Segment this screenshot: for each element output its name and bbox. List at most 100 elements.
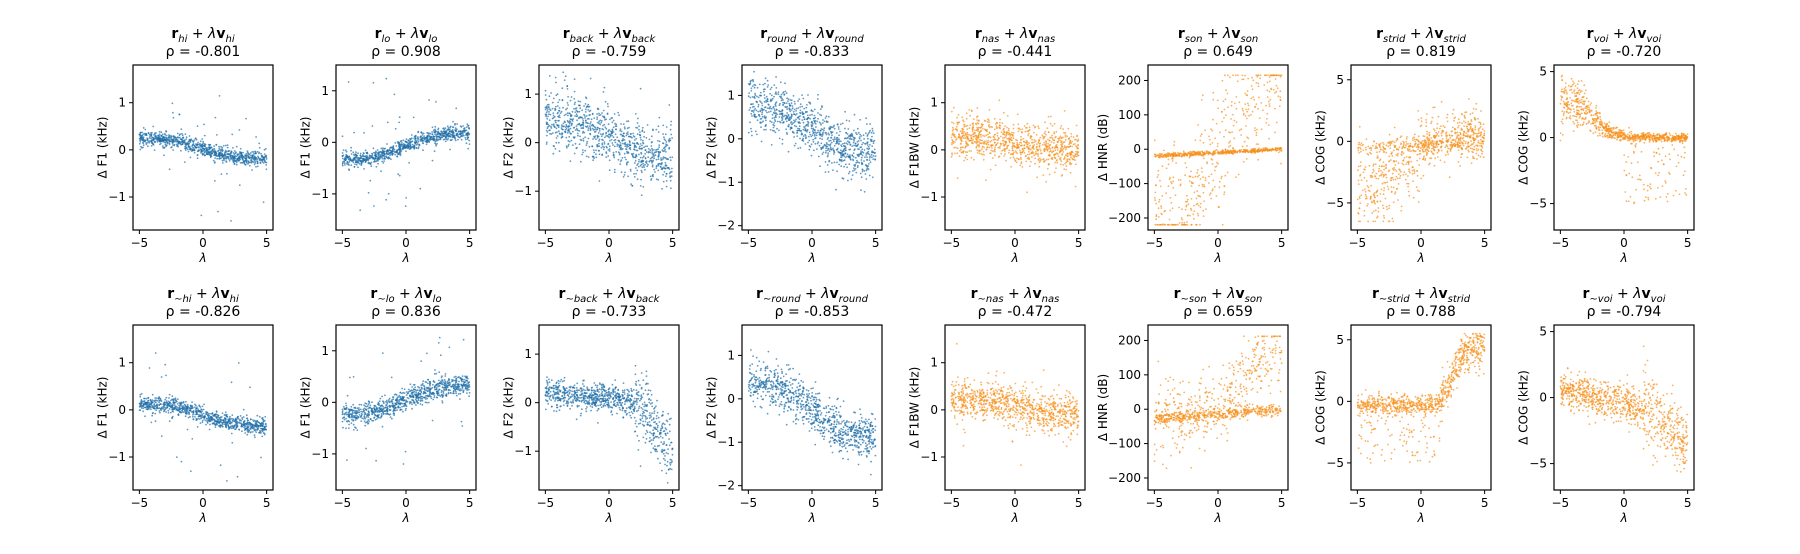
scatter-point	[811, 134, 814, 137]
scatter-point	[779, 95, 781, 98]
scatter-point	[164, 133, 167, 136]
scatter-point	[1021, 128, 1024, 131]
scatter-point	[751, 115, 753, 117]
scatter-point	[1028, 126, 1031, 129]
scatter-point	[828, 140, 830, 142]
scatter-point	[793, 132, 795, 134]
scatter-point	[972, 126, 974, 129]
scatter-point	[1047, 131, 1050, 134]
scatter-point	[624, 141, 627, 144]
scatter-point	[753, 96, 755, 98]
scatter-point	[655, 178, 658, 181]
scatter-point	[1000, 142, 1002, 145]
scatter-point	[1001, 149, 1004, 152]
scatter-point	[603, 123, 606, 126]
scatter-point	[1051, 151, 1053, 154]
scatter-point	[991, 126, 994, 129]
scatter-point	[181, 140, 183, 142]
scatter-point	[545, 141, 548, 144]
scatter-point	[647, 148, 650, 150]
scatter-point	[782, 101, 784, 104]
scatter-point	[952, 140, 954, 143]
scatter-point	[623, 139, 626, 141]
scatter-point	[868, 159, 871, 162]
scatter-point	[858, 137, 861, 140]
scatter-point	[625, 132, 628, 135]
scatter-point	[431, 131, 433, 133]
scatter-point	[553, 115, 556, 118]
scatter-point	[598, 138, 601, 141]
scatter-point	[784, 82, 786, 85]
scatter-point	[643, 135, 645, 138]
scatter-point	[603, 141, 606, 144]
scatter-point	[821, 128, 824, 131]
scatter-point	[595, 153, 597, 156]
scatter-point	[161, 137, 163, 140]
scatter-point	[779, 81, 782, 84]
scatter-point	[189, 156, 192, 159]
scatter-point	[580, 127, 583, 130]
scatter-point	[662, 124, 665, 127]
scatter-point	[1055, 159, 1058, 162]
scatter-point	[657, 125, 660, 128]
scatter-point	[1027, 134, 1029, 137]
scatter-point	[385, 153, 388, 155]
scatter-point	[160, 131, 163, 134]
scatter-point	[188, 142, 191, 145]
scatter-point	[218, 157, 221, 160]
scatter-point	[789, 99, 792, 101]
scatter-point	[588, 145, 591, 148]
scatter-point	[641, 171, 643, 174]
scatter-point	[976, 115, 979, 118]
scatter-point	[626, 127, 629, 130]
scatter-point	[630, 132, 632, 135]
scatter-point	[355, 161, 358, 164]
scatter-point	[548, 119, 551, 122]
scatter-point	[579, 116, 582, 119]
scatter-point	[233, 150, 236, 152]
scatter-point	[1063, 156, 1066, 158]
scatter-point	[790, 113, 793, 116]
scatter-point	[1035, 152, 1038, 155]
scatter-point	[600, 121, 603, 124]
scatter-point	[357, 161, 360, 164]
scatter-point	[846, 153, 849, 156]
scatter-point	[634, 160, 637, 162]
scatter-point	[773, 122, 775, 124]
scatter-point	[976, 119, 979, 121]
scatter-point	[162, 146, 165, 149]
scatter-point	[467, 124, 470, 127]
scatter-point	[568, 131, 571, 134]
scatter-point	[854, 144, 857, 147]
scatter-point	[585, 115, 588, 117]
scatter-point	[847, 179, 849, 182]
scatter-point	[443, 132, 446, 134]
scatter-point	[1054, 157, 1057, 160]
scatter-point	[353, 166, 356, 168]
scatter-point	[1058, 157, 1061, 160]
scatter-point	[1064, 154, 1067, 157]
scatter-point	[1188, 156, 1191, 159]
scatter-point	[394, 153, 397, 156]
scatter-point	[1268, 105, 1271, 108]
scatter-point	[1018, 158, 1020, 161]
scatter-point	[612, 126, 615, 129]
scatter-point	[653, 168, 656, 171]
scatter-point	[649, 159, 651, 162]
scatter-point	[177, 142, 180, 145]
scatter-point	[1058, 151, 1061, 154]
scatter-point	[251, 154, 254, 157]
scatter-point	[971, 130, 974, 133]
scatter-point	[588, 105, 591, 108]
scatter-point	[343, 160, 345, 163]
scatter-point	[138, 133, 141, 136]
scatter-point	[1033, 141, 1036, 144]
scatter-point	[867, 132, 870, 135]
scatter-point	[649, 175, 652, 178]
scatter-point	[623, 135, 626, 138]
scatter-point	[669, 128, 672, 131]
scatter-point	[780, 99, 783, 102]
scatter-point	[1043, 132, 1046, 135]
scatter-point	[846, 133, 849, 135]
scatter-point	[1008, 137, 1010, 139]
